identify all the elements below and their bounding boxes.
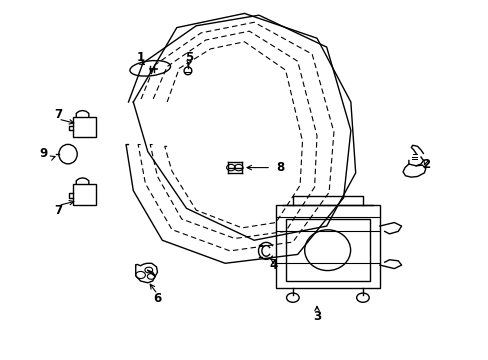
Bar (73, 117, 96, 138)
Bar (275, 205, 379, 288)
Text: 4: 4 (269, 258, 277, 271)
Text: 7: 7 (54, 108, 62, 121)
Text: 5: 5 (184, 51, 193, 64)
Text: 2: 2 (421, 158, 429, 171)
Bar (285, 219, 369, 281)
Bar (73, 184, 96, 205)
Text: 1: 1 (136, 51, 144, 64)
Text: 3: 3 (312, 310, 321, 323)
Text: 7: 7 (54, 204, 62, 217)
Text: 6: 6 (153, 292, 161, 305)
Text: 8: 8 (276, 161, 285, 174)
Text: 9: 9 (40, 147, 48, 160)
